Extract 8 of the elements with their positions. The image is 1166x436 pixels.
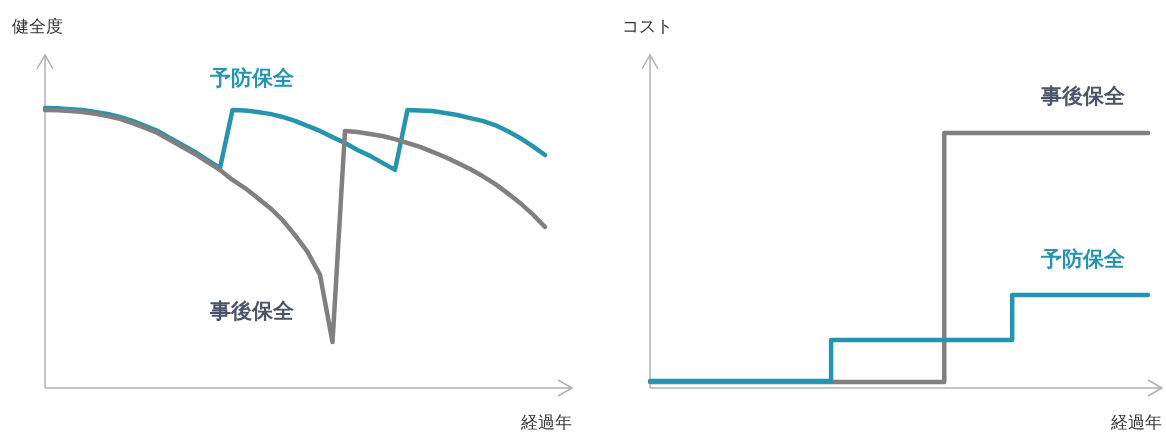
series-label: 予防保全 (1040, 247, 1126, 271)
y-axis-title: 健全度 (12, 16, 63, 36)
series-label: 予防保全 (209, 66, 295, 90)
x-axis-title: 経過年 (520, 412, 572, 432)
series-label: 事後保全 (209, 299, 295, 323)
y-axis-title: コスト (622, 16, 673, 36)
series-label: 事後保全 (1040, 84, 1126, 108)
x-axis-title: 経過年 (1110, 412, 1162, 432)
